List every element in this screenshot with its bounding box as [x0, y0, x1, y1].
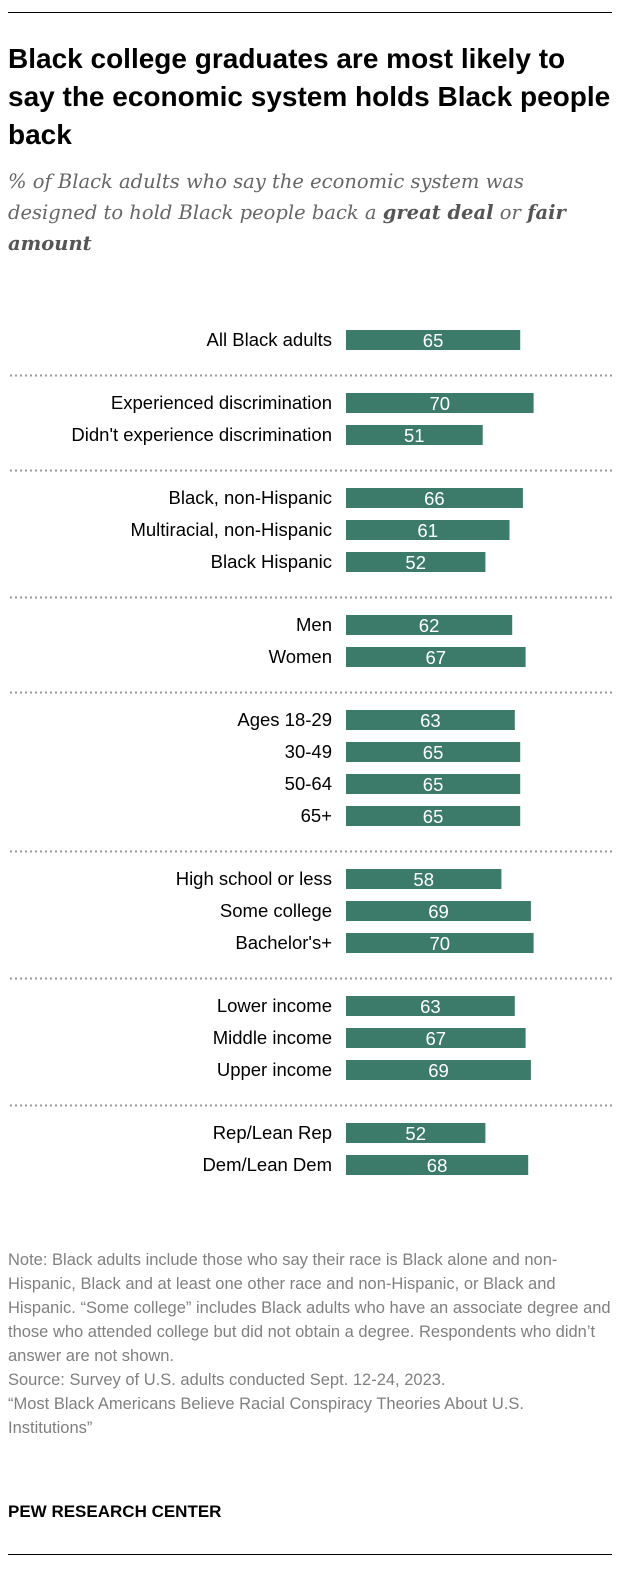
subtitle-emphasis-fair-amount: fair amount	[8, 201, 566, 255]
bar	[346, 488, 523, 508]
subtitle-connector: or	[493, 201, 528, 224]
category-label: High school or less	[176, 868, 332, 889]
data-label: 65	[423, 742, 444, 763]
bar	[346, 647, 526, 667]
subtitle-text: % of Black adults who say the economic s…	[8, 170, 524, 224]
data-label: 65	[423, 330, 444, 351]
bar	[346, 1123, 486, 1143]
data-label: 65	[423, 774, 444, 795]
category-label: 65+	[301, 805, 332, 826]
data-label: 66	[424, 488, 445, 509]
category-label: Black Hispanic	[211, 551, 332, 572]
data-label: 52	[405, 552, 426, 573]
data-label: 63	[420, 996, 441, 1017]
bar	[346, 710, 515, 730]
data-label: 52	[405, 1123, 426, 1144]
subtitle-emphasis-great-deal: great deal	[382, 201, 494, 224]
bar	[346, 520, 510, 540]
source-text: Source: Survey of U.S. adults conducted …	[8, 1371, 446, 1389]
data-label: 61	[417, 520, 438, 541]
bar-chart: All Black adults 65 Experienced discrimina…	[10, 329, 612, 1176]
bottom-rule	[8, 1554, 612, 1555]
bar	[346, 1155, 529, 1175]
data-label: 63	[420, 710, 441, 731]
bar	[346, 615, 513, 635]
category-label: Dem/Lean Dem	[202, 1154, 332, 1175]
category-label: Bachelor's+	[235, 932, 332, 953]
data-label: 69	[428, 901, 449, 922]
data-label: 67	[426, 647, 447, 668]
category-label: Some college	[220, 900, 332, 921]
top-rule	[8, 12, 612, 13]
bar	[346, 425, 483, 445]
data-label: 67	[426, 1028, 447, 1049]
bar	[346, 901, 531, 921]
pew-logo-text: PEW RESEARCH CENTER	[8, 1502, 222, 1521]
bar	[346, 933, 534, 953]
bar	[346, 552, 486, 572]
report-title: “Most Black Americans Believe Racial Con…	[8, 1395, 524, 1437]
category-label: Upper income	[217, 1059, 332, 1080]
bar	[346, 996, 515, 1016]
category-label: All Black adults	[207, 329, 332, 350]
category-label: Lower income	[217, 995, 332, 1016]
chart-subtitle: % of Black adults who say the economic s…	[8, 166, 612, 259]
bar	[346, 869, 502, 889]
bar	[346, 806, 521, 826]
data-label: 51	[404, 425, 425, 446]
category-label: Ages 18-29	[237, 709, 332, 730]
category-label: Black, non-Hispanic	[169, 487, 333, 508]
category-label: Women	[269, 646, 332, 667]
bar	[346, 774, 521, 794]
category-label: 50-64	[285, 773, 332, 794]
category-label: Men	[296, 614, 332, 635]
bar	[346, 393, 534, 413]
footnotes: Note: Black adults include those who say…	[8, 1248, 612, 1440]
category-label: Didn't experience discrimination	[71, 424, 332, 445]
bar	[346, 742, 521, 762]
note-text: Note: Black adults include those who say…	[8, 1251, 611, 1365]
data-label: 70	[430, 393, 451, 414]
data-label: 62	[419, 615, 440, 636]
chart-title: Black college graduates are most likely …	[8, 43, 611, 150]
bar	[346, 1028, 526, 1048]
bar	[346, 1060, 531, 1080]
data-label: 68	[427, 1155, 448, 1176]
category-label: Middle income	[213, 1027, 332, 1048]
data-label: 70	[430, 933, 451, 954]
data-label: 69	[428, 1060, 449, 1081]
data-label: 65	[423, 806, 444, 827]
category-label: Multiracial, non-Hispanic	[130, 519, 332, 540]
data-label: 58	[413, 869, 434, 890]
bar	[346, 330, 521, 350]
category-label: 30-49	[285, 741, 332, 762]
category-label: Rep/Lean Rep	[213, 1122, 332, 1143]
category-label: Experienced discrimination	[111, 392, 332, 413]
